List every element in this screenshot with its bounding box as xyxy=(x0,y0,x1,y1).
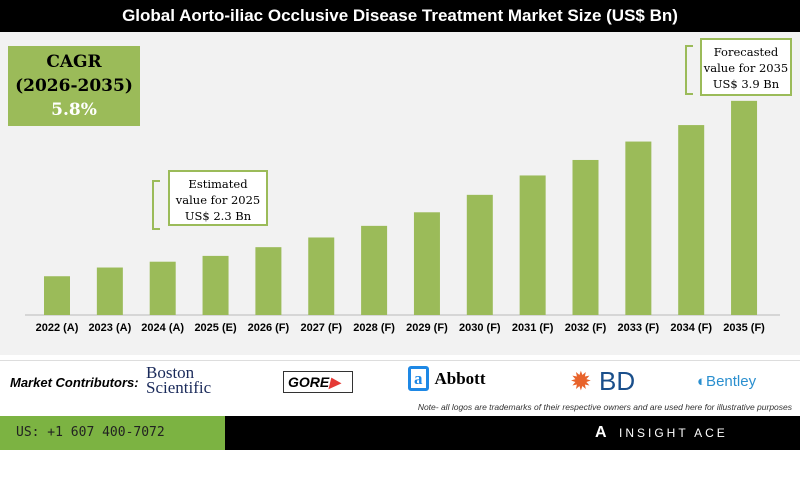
bar xyxy=(625,141,652,315)
x-tick-label: 2033 (F) xyxy=(618,322,660,334)
gore-logo: GORE▶ xyxy=(283,371,353,393)
x-tick-label: 2034 (F) xyxy=(670,322,712,334)
x-tick-label: 2029 (F) xyxy=(406,322,448,334)
x-tick-label: 2025 (E) xyxy=(194,322,237,334)
bar-chart: 2022 (A) 2023 (A) 2024 (A) 2025 (E) 2026 (F)… xyxy=(25,100,780,334)
cagr-value: 5.8% xyxy=(51,100,97,120)
brand-bar: A INSIGHT ACE ANALYTIC xyxy=(225,416,800,474)
bar xyxy=(44,276,70,315)
callout-line: value for 2035 xyxy=(703,61,789,75)
cagr-period: (2026-2035) xyxy=(15,76,133,96)
bar xyxy=(96,267,123,315)
contributors-label: Market Contributors: xyxy=(10,375,139,390)
abbott-logo: a Abbott xyxy=(408,366,486,391)
x-tick-label: 2022 (A) xyxy=(36,322,79,334)
bar xyxy=(308,237,335,315)
bar xyxy=(255,247,282,315)
callout-line: US$ 2.3 Bn xyxy=(184,209,252,223)
contributors-band: Market Contributors: Boston Scientific GO… xyxy=(0,360,800,415)
x-tick-label: 2026 (F) xyxy=(248,322,290,334)
estimated-callout: Estimated value for 2025 US$ 2.3 Bn xyxy=(168,170,268,226)
callout-bracket xyxy=(152,180,160,230)
bentley-logo: ◐Bentley xyxy=(697,373,757,390)
bar xyxy=(519,175,546,315)
bd-logo: ✹ BD xyxy=(570,366,636,396)
callout-line: US$ 3.9 Bn xyxy=(712,77,780,91)
bar xyxy=(149,261,176,315)
callout-line: value for 2025 xyxy=(175,193,261,207)
callout-bracket xyxy=(685,45,693,95)
brand-name: INSIGHT ACE ANALYTIC xyxy=(619,426,728,474)
brand-logo-icon: A xyxy=(595,424,610,441)
bar xyxy=(572,159,599,315)
trademark-note: Note- all logos are trademarks of their … xyxy=(417,402,792,412)
bar xyxy=(361,225,388,315)
forecasted-callout: Forecasted value for 2035 US$ 3.9 Bn xyxy=(700,38,792,96)
bar xyxy=(731,100,758,315)
bar xyxy=(413,212,440,315)
x-tick-label: 2028 (F) xyxy=(353,322,395,334)
chart-title: Global Aorto-iliac Occlusive Disease Tre… xyxy=(0,0,800,32)
callout-line: Estimated xyxy=(188,177,248,191)
bar xyxy=(202,255,229,315)
x-tick-label: 2027 (F) xyxy=(300,322,342,334)
x-tick-label: 2031 (F) xyxy=(512,322,554,334)
x-tick-label: 2030 (F) xyxy=(459,322,501,334)
x-tick-label: 2035 (F) xyxy=(723,322,765,334)
boston-scientific-logo: Boston Scientific xyxy=(146,363,212,397)
x-tick-label: 2024 (A) xyxy=(141,322,184,334)
cagr-label: CAGR xyxy=(46,52,102,72)
bar xyxy=(678,125,705,316)
plot-area: CAGR (2026-2035) 5.8% xyxy=(0,32,800,355)
x-tick-label: 2032 (F) xyxy=(565,322,607,334)
x-tick-label: 2023 (A) xyxy=(88,322,131,334)
bar xyxy=(466,194,493,315)
callout-line: Forecasted xyxy=(713,45,779,59)
cagr-box: CAGR (2026-2035) 5.8% xyxy=(8,46,140,126)
phone-number: US: +1 607 400-7072 xyxy=(0,416,225,450)
